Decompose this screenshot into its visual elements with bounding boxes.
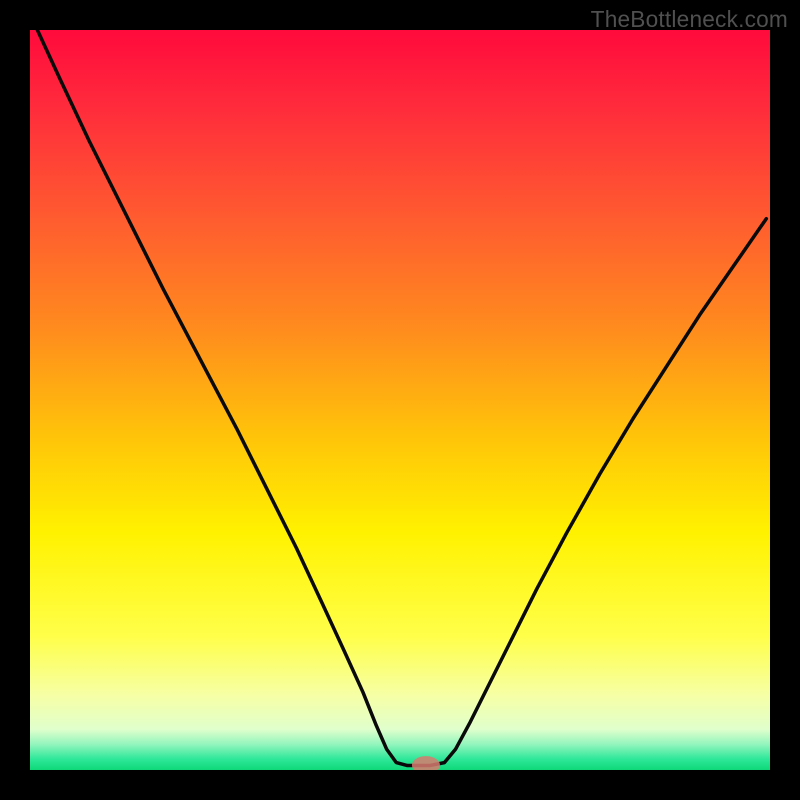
bottleneck-curve-svg (30, 30, 770, 770)
bottleneck-curve-line (37, 30, 766, 766)
watermark-text: TheBottleneck.com (591, 6, 788, 33)
plot-area (30, 30, 770, 770)
optimal-point-marker (412, 756, 440, 770)
chart-stage: TheBottleneck.com (0, 0, 800, 800)
